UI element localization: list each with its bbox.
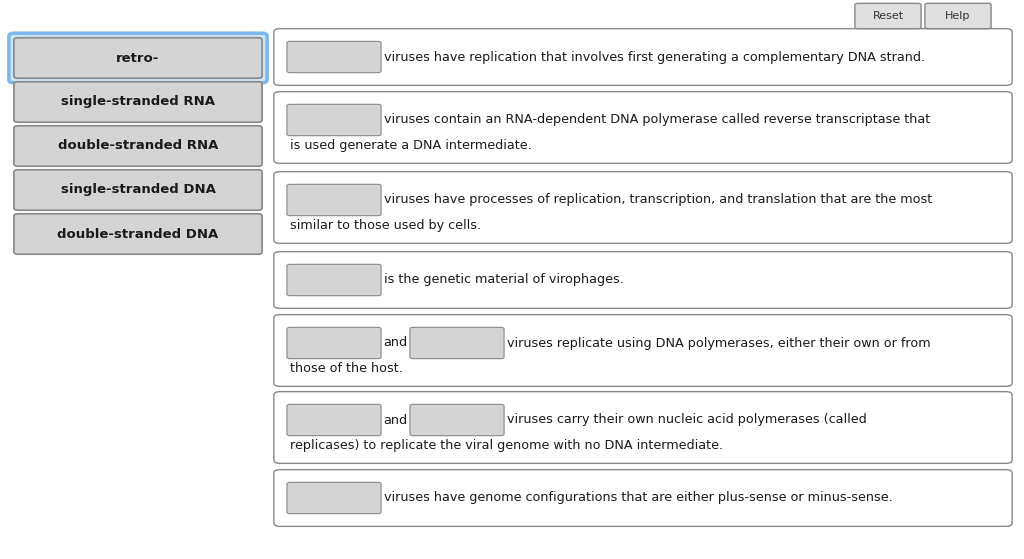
FancyBboxPatch shape	[14, 170, 262, 210]
Text: is the genetic material of virophages.: is the genetic material of virophages.	[384, 273, 624, 287]
Text: Help: Help	[945, 11, 971, 21]
FancyBboxPatch shape	[9, 33, 267, 83]
Text: similar to those used by cells.: similar to those used by cells.	[290, 219, 481, 232]
Text: viruses have genome configurations that are either plus-sense or minus-sense.: viruses have genome configurations that …	[384, 491, 893, 505]
FancyBboxPatch shape	[287, 482, 381, 514]
Text: viruses carry their own nucleic acid polymerases (called: viruses carry their own nucleic acid pol…	[507, 414, 866, 427]
FancyBboxPatch shape	[273, 172, 1012, 243]
Text: Reset: Reset	[872, 11, 903, 21]
FancyBboxPatch shape	[925, 3, 991, 29]
FancyBboxPatch shape	[287, 184, 381, 216]
FancyBboxPatch shape	[273, 470, 1012, 527]
Text: is used generate a DNA intermediate.: is used generate a DNA intermediate.	[290, 139, 531, 152]
FancyBboxPatch shape	[273, 392, 1012, 463]
FancyBboxPatch shape	[410, 404, 504, 435]
FancyBboxPatch shape	[287, 105, 381, 136]
Text: and: and	[383, 414, 408, 427]
FancyBboxPatch shape	[410, 328, 504, 359]
FancyBboxPatch shape	[14, 214, 262, 254]
FancyBboxPatch shape	[287, 41, 381, 73]
Text: viruses contain an RNA-dependent DNA polymerase called reverse transcriptase tha: viruses contain an RNA-dependent DNA pol…	[384, 113, 930, 126]
FancyBboxPatch shape	[287, 404, 381, 435]
FancyBboxPatch shape	[855, 3, 921, 29]
Text: those of the host.: those of the host.	[290, 362, 402, 375]
FancyBboxPatch shape	[287, 328, 381, 359]
Text: viruses have replication that involves first generating a complementary DNA stra: viruses have replication that involves f…	[384, 50, 925, 64]
FancyBboxPatch shape	[273, 315, 1012, 386]
FancyBboxPatch shape	[287, 264, 381, 296]
Text: single-stranded RNA: single-stranded RNA	[61, 96, 215, 108]
Text: single-stranded DNA: single-stranded DNA	[60, 183, 215, 197]
Text: and: and	[383, 337, 408, 349]
FancyBboxPatch shape	[273, 92, 1012, 163]
Text: replicases) to replicate the viral genome with no DNA intermediate.: replicases) to replicate the viral genom…	[290, 439, 723, 452]
Text: retro-: retro-	[117, 51, 160, 64]
Text: double-stranded DNA: double-stranded DNA	[57, 228, 219, 240]
FancyBboxPatch shape	[14, 126, 262, 166]
FancyBboxPatch shape	[14, 82, 262, 122]
Text: double-stranded RNA: double-stranded RNA	[57, 140, 218, 153]
Text: viruses have processes of replication, transcription, and translation that are t: viruses have processes of replication, t…	[384, 193, 932, 206]
Text: viruses replicate using DNA polymerases, either their own or from: viruses replicate using DNA polymerases,…	[507, 337, 931, 349]
FancyBboxPatch shape	[273, 29, 1012, 86]
FancyBboxPatch shape	[14, 38, 262, 78]
FancyBboxPatch shape	[273, 252, 1012, 309]
